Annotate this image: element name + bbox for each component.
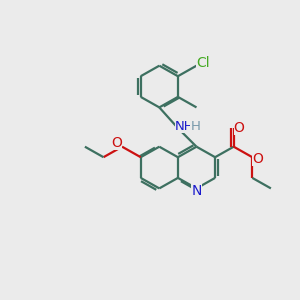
Text: O: O [111,136,122,150]
Text: N: N [191,184,202,198]
Text: O: O [234,121,244,135]
Text: NH: NH [175,120,194,133]
Text: O: O [252,152,263,166]
Text: H: H [190,120,200,133]
Text: Cl: Cl [196,56,210,70]
